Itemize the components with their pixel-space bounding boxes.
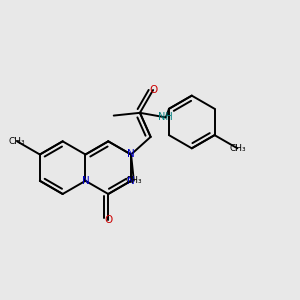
Text: CH₃: CH₃ — [125, 176, 142, 185]
Text: N: N — [82, 176, 89, 186]
Text: O: O — [149, 85, 157, 95]
Text: N: N — [127, 149, 135, 160]
Text: O: O — [104, 215, 112, 225]
Text: NH: NH — [158, 112, 173, 122]
Text: CH₃: CH₃ — [9, 137, 26, 146]
Text: N: N — [127, 176, 135, 186]
Text: CH₃: CH₃ — [229, 144, 246, 153]
